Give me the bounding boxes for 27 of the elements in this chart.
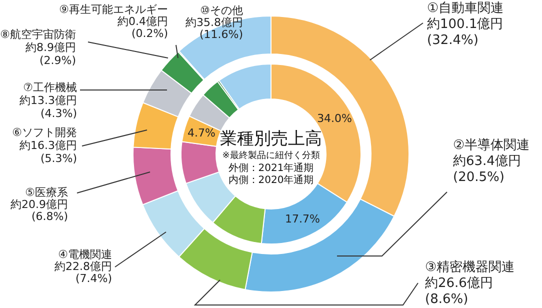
- slice-label: ⑦工作機械: [23, 81, 77, 94]
- data-label: 34.0%: [317, 112, 352, 126]
- data-label: 17.7%: [285, 212, 320, 226]
- text: ※最終製品に紐付く分類: [222, 150, 320, 161]
- slice-label: ⑥ソフト開発: [12, 126, 77, 139]
- data-label: 約63.4億円 (20.5%): [453, 154, 521, 185]
- data-label: 約22.8億円 (7.4%): [54, 260, 112, 285]
- slice-label: ⑤医療系: [25, 186, 68, 199]
- data-label: 約8.9億円 (2.9%): [26, 41, 76, 67]
- data-label: 約13.3億円 (4.3%): [20, 94, 77, 120]
- slice-label: ⑧航空宇宙防衛: [0, 28, 76, 41]
- slice-label: ⑨再生可能エネルギー: [59, 3, 168, 16]
- data-label: 約0.4億円 (0.2%): [118, 15, 168, 40]
- data-label: 約35.8億円 (11.6%): [186, 16, 243, 41]
- text: 外側：2021年通期: [228, 162, 314, 174]
- slice-label: ①自動車関連: [427, 1, 504, 16]
- slice-label: ④電機関連: [58, 248, 112, 261]
- slice-label: ⑩その他: [200, 4, 243, 17]
- text: 業種別売上高: [220, 129, 322, 149]
- slice-label: ③精密機器関連: [425, 260, 515, 275]
- text: 内側：2020年通期: [228, 174, 314, 186]
- data-label: 4.7%: [187, 126, 216, 140]
- data-label: 約100.1億円 (32.4%): [427, 17, 504, 48]
- data-label: 約16.3億円 (5.3%): [20, 139, 77, 165]
- slice-label: ②半導体関連: [453, 138, 530, 153]
- data-label: 約26.6億円 (8.6%): [425, 276, 493, 307]
- data-label: 約20.9億円 (6.8%): [10, 198, 68, 223]
